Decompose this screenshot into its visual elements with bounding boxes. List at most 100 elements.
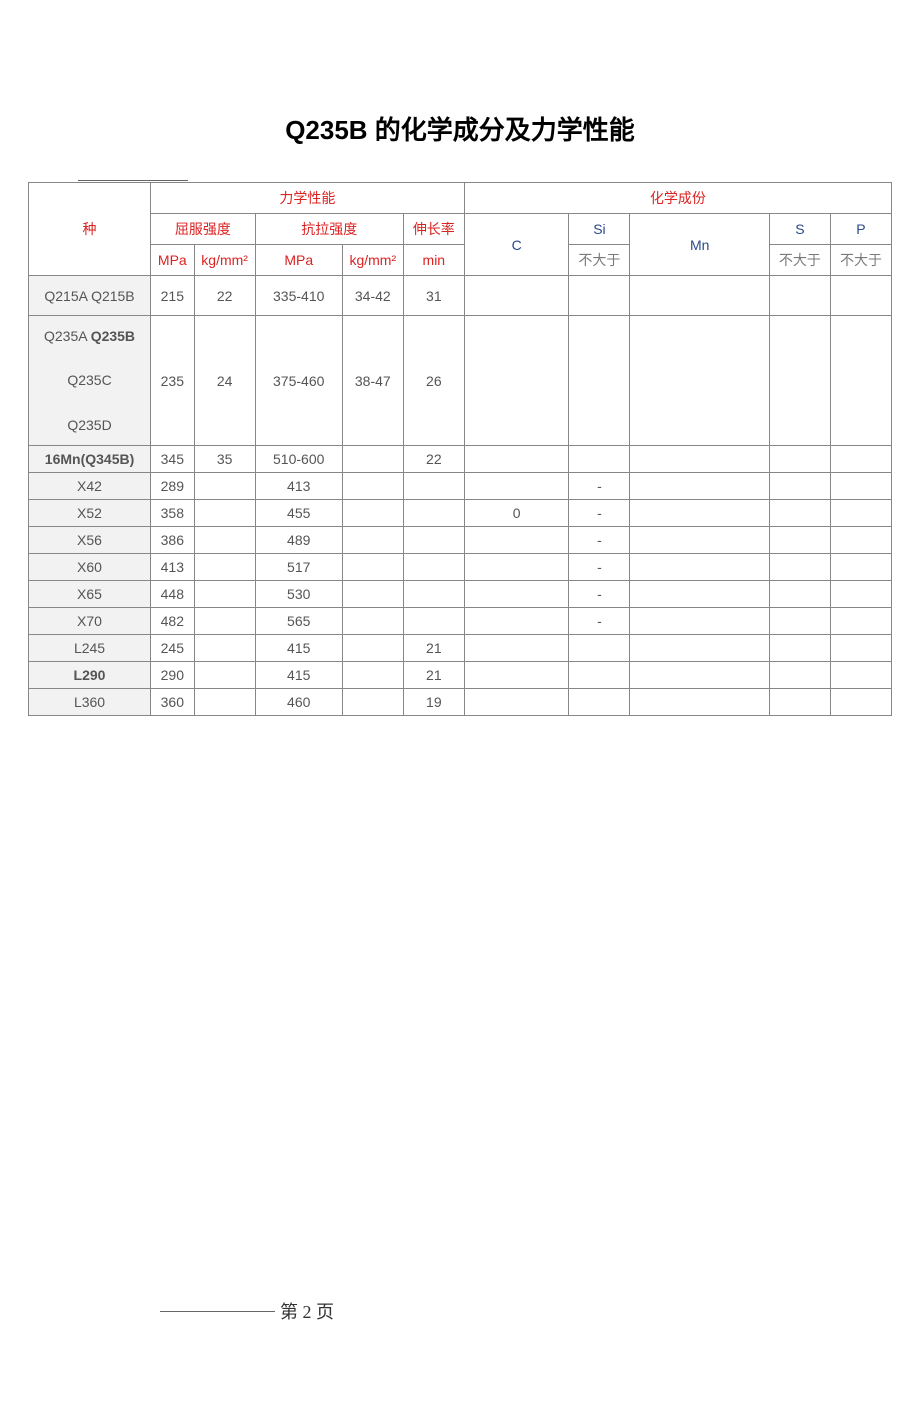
table-body: Q215A Q215B21522335-41034-4231Q235A Q235…: [29, 276, 892, 716]
cell: [769, 527, 830, 554]
cell: 360: [151, 689, 195, 716]
cell: [194, 473, 255, 500]
cell: [630, 473, 769, 500]
col-p: P: [830, 214, 891, 245]
table-row: X56386489-: [29, 527, 892, 554]
col-chem: 化学成份: [464, 183, 891, 214]
cell: [769, 662, 830, 689]
cell: [830, 276, 891, 316]
species-cell: L360: [29, 689, 151, 716]
species-cell: L290: [29, 662, 151, 689]
page-title: Q235B 的化学成分及力学性能: [0, 110, 920, 147]
cell: 235: [151, 316, 195, 446]
cell: [464, 608, 569, 635]
cell: [342, 635, 403, 662]
cell: [630, 581, 769, 608]
properties-table: 种 力学性能 化学成份 屈服强度 抗拉强度 伸长率 C Si Mn S P MP…: [28, 182, 892, 716]
cell: [194, 608, 255, 635]
table-row: X42289413-: [29, 473, 892, 500]
cell: [569, 316, 630, 446]
cell: 24: [194, 316, 255, 446]
cell: [630, 635, 769, 662]
cell: [464, 276, 569, 316]
cell: 21: [403, 635, 464, 662]
cell: 35: [194, 446, 255, 473]
cell: [403, 500, 464, 527]
cell: -: [569, 500, 630, 527]
table-row: X70482565-: [29, 608, 892, 635]
table-row: Q235A Q235BQ235CQ235D23524375-46038-4726: [29, 316, 892, 446]
cell: [569, 635, 630, 662]
col-si-sub: 不大于: [569, 245, 630, 276]
cell: [194, 689, 255, 716]
cell: [342, 689, 403, 716]
cell: 455: [255, 500, 342, 527]
cell: [464, 446, 569, 473]
cell: [830, 635, 891, 662]
cell: 22: [194, 276, 255, 316]
cell: 245: [151, 635, 195, 662]
cell: -: [569, 608, 630, 635]
cell: [830, 527, 891, 554]
cell: [403, 527, 464, 554]
cell: [830, 500, 891, 527]
cell: [569, 689, 630, 716]
species-cell: 16Mn(Q345B): [29, 446, 151, 473]
cell: [569, 446, 630, 473]
cell: [769, 635, 830, 662]
cell: [630, 662, 769, 689]
cell: [769, 608, 830, 635]
cell: [403, 473, 464, 500]
cell: [194, 581, 255, 608]
cell: [464, 635, 569, 662]
cell: [194, 527, 255, 554]
cell: [464, 554, 569, 581]
table-row: 16Mn(Q345B)34535510-60022: [29, 446, 892, 473]
table-container: 种 力学性能 化学成份 屈服强度 抗拉强度 伸长率 C Si Mn S P MP…: [28, 182, 892, 716]
cell: -: [569, 554, 630, 581]
footer-rule: [160, 1311, 275, 1312]
cell: [569, 662, 630, 689]
cell: 386: [151, 527, 195, 554]
cell: [769, 276, 830, 316]
cell: [342, 662, 403, 689]
cell: 510-600: [255, 446, 342, 473]
cell: 38-47: [342, 316, 403, 446]
cell: 215: [151, 276, 195, 316]
cell: [630, 554, 769, 581]
col-c: C: [464, 214, 569, 276]
cell: 565: [255, 608, 342, 635]
cell: [464, 581, 569, 608]
col-p-sub: 不大于: [830, 245, 891, 276]
cell: [342, 500, 403, 527]
cell: 530: [255, 581, 342, 608]
cell: [342, 527, 403, 554]
cell: 19: [403, 689, 464, 716]
cell: [630, 689, 769, 716]
col-yield: 屈服强度: [151, 214, 256, 245]
cell: [630, 446, 769, 473]
col-mpa1: MPa: [151, 245, 195, 276]
cell: 358: [151, 500, 195, 527]
cell: 34-42: [342, 276, 403, 316]
cell: 26: [403, 316, 464, 446]
cell: 413: [255, 473, 342, 500]
cell: [342, 581, 403, 608]
cell: 460: [255, 689, 342, 716]
cell: 415: [255, 635, 342, 662]
cell: 375-460: [255, 316, 342, 446]
species-cell: X70: [29, 608, 151, 635]
cell: -: [569, 473, 630, 500]
cell: [769, 473, 830, 500]
col-si: Si: [569, 214, 630, 245]
cell: -: [569, 527, 630, 554]
table-row: L360360 460 19: [29, 689, 892, 716]
cell: [403, 608, 464, 635]
col-species: 种: [29, 183, 151, 276]
cell: [830, 689, 891, 716]
cell: [630, 316, 769, 446]
cell: 21: [403, 662, 464, 689]
cell: [194, 635, 255, 662]
cell: [403, 581, 464, 608]
table-head: 种 力学性能 化学成份 屈服强度 抗拉强度 伸长率 C Si Mn S P MP…: [29, 183, 892, 276]
